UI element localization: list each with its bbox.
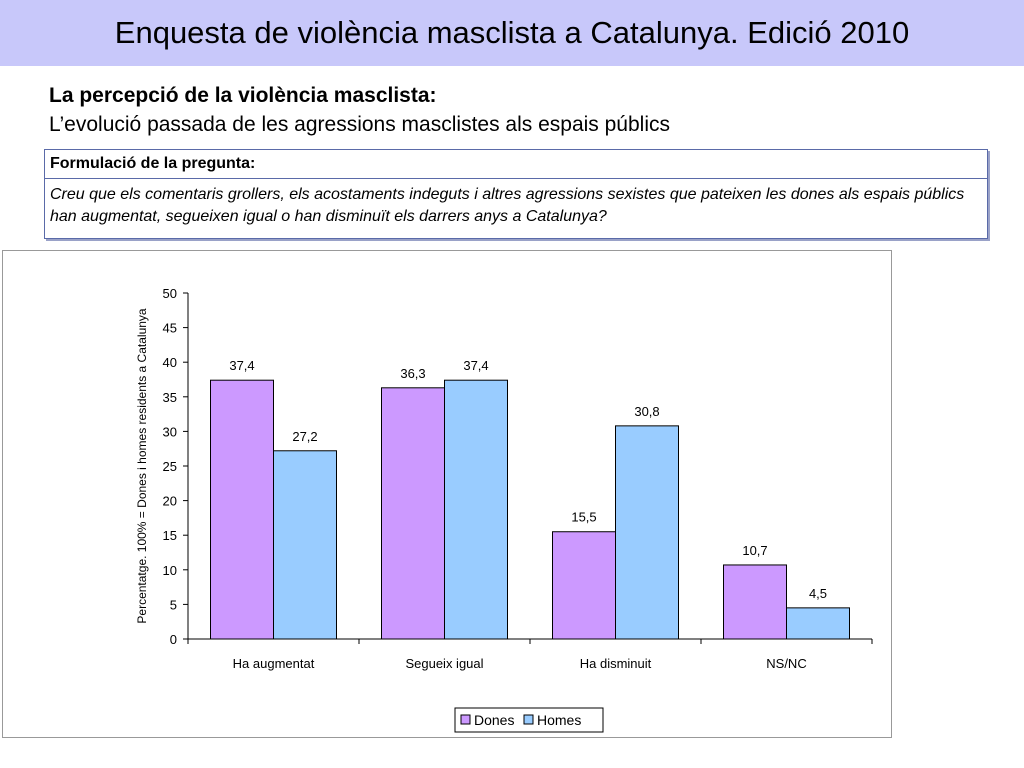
y-tick-label: 25	[163, 459, 177, 474]
bar-homes	[273, 450, 337, 640]
data-label: 37,4	[463, 358, 488, 373]
bar-dones	[552, 531, 616, 640]
legend-swatch-dones	[460, 714, 471, 725]
bar-dones	[723, 564, 787, 640]
y-tick-label: 40	[163, 355, 177, 370]
y-axis-title: Percentatge. 100% = Dones i homes reside…	[135, 308, 149, 624]
bar-dones	[210, 379, 274, 640]
y-tick-label: 15	[163, 528, 177, 543]
section-heading: La percepció de la violència masclista:	[49, 84, 437, 107]
bar-dones	[381, 387, 445, 640]
y-tick-label: 35	[163, 390, 177, 405]
data-label: 27,2	[292, 429, 317, 444]
bar-chart: 0 5 10 15 20 25 30 35 40 45 50 Percentatge. 100% = …	[135, 286, 873, 733]
bar-homes	[615, 425, 679, 640]
data-label: 37,4	[229, 358, 254, 373]
section-description: L’evolució passada de les agressions mas…	[49, 113, 670, 136]
question-box: Formulació de la pregunta: Creu que els …	[44, 149, 988, 239]
bar-homes	[786, 607, 850, 640]
section-subtitle: La percepció de la violència masclista: …	[49, 82, 670, 140]
bar-homes	[444, 379, 508, 640]
title-banner: Enquesta de violència masclista a Catalu…	[0, 0, 1024, 66]
legend-label-dones: Dones	[474, 712, 514, 728]
x-tick-label: Segueix igual	[405, 656, 483, 671]
y-tick-label: 5	[170, 597, 177, 612]
x-tick-label: Ha disminuit	[580, 656, 652, 671]
y-tick-label: 45	[163, 321, 177, 336]
question-text: Creu que els comentaris grollers, els ac…	[50, 186, 965, 225]
data-label: 4,5	[809, 586, 827, 601]
legend-swatch-homes	[523, 714, 534, 725]
x-tick-label: Ha augmentat	[233, 656, 315, 671]
chart-frame: 0 5 10 15 20 25 30 35 40 45 50 Percentatge. 100% = …	[2, 250, 892, 738]
legend-label-homes: Homes	[537, 712, 581, 728]
question-heading: Formulació de la pregunta:	[45, 150, 987, 179]
y-tick-label: 50	[163, 286, 177, 301]
page-title: Enquesta de violència masclista a Catalu…	[114, 15, 910, 50]
data-label: 15,5	[571, 510, 596, 525]
data-label: 36,3	[400, 366, 425, 381]
data-label: 30,8	[634, 404, 659, 419]
data-label: 10,7	[742, 543, 767, 558]
x-tick-label: NS/NC	[766, 656, 806, 671]
y-tick-label: 30	[163, 424, 177, 439]
y-tick-label: 0	[170, 632, 177, 647]
y-tick-label: 20	[163, 494, 177, 509]
y-tick-label: 10	[163, 563, 177, 578]
